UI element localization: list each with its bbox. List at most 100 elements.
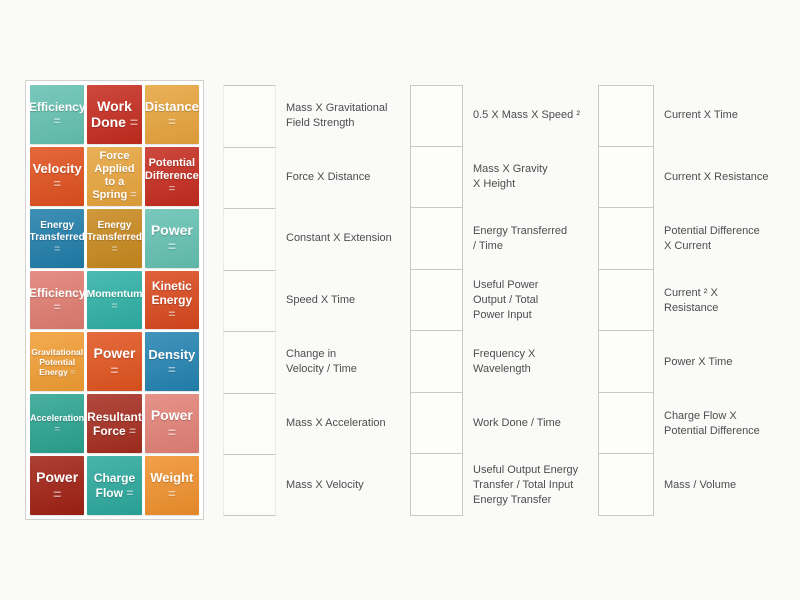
match-row: Mass X Acceleration [223,392,400,455]
definition-label: 0.5 X Mass X Speed ² [473,109,580,122]
tile-force-applied-to-a-spring[interactable]: Force Applied to a Spring = [87,146,142,206]
answers-column-2: 0.5 X Mass X Speed ² Mass X Gravity X Hei… [410,85,592,517]
definition-label: Useful Power Output / Total Power Input [473,279,539,321]
match-row: Work Done / Time [410,391,592,455]
tile-label: Force Applied to a Spring = [92,150,137,202]
tile-power[interactable]: Power = [30,456,85,515]
tile-energy-transferred[interactable]: Energy Transferred = [87,208,142,268]
match-row: Useful Output Energy Transfer / Total In… [410,453,592,517]
match-row: Mass X Gravitational Field Strength [223,85,400,147]
tile-acceleration[interactable]: Acceleration = [30,394,85,454]
tile-resultant-force[interactable]: Resultant Force = [87,394,142,454]
definition-label: Energy Transferred / Time [473,224,568,252]
tile-energy-transferred[interactable]: Energy Transferred = [30,208,85,268]
drop-slot[interactable] [598,145,654,209]
drop-slot[interactable] [598,207,654,270]
drop-slot[interactable] [410,453,463,517]
tile-kinetic-energy[interactable]: Kinetic Energy = [144,270,199,330]
tile-label: Density = [148,346,196,377]
match-row: Potential Difference X Current [598,207,792,270]
tile-work-done[interactable]: Work Done = [87,85,142,144]
definition-label: Potential Difference X Current [664,224,760,252]
drop-slot[interactable] [410,207,463,270]
drop-slot[interactable] [223,85,276,147]
drop-slot[interactable] [598,453,654,517]
tile-label: Resultant Force = [87,409,142,438]
definition-label: Charge Flow X Potential Difference [664,409,760,437]
tile-density[interactable]: Density = [144,332,199,392]
match-row: Mass / Volume [598,453,792,517]
answers-column-3: Current X Time Current X Resistance Potent… [598,85,792,517]
tile-power[interactable]: Power = [144,394,199,454]
drop-slot[interactable] [598,391,654,455]
tile-power[interactable]: Power = [144,208,199,268]
match-row: Energy Transferred / Time [410,207,592,270]
tile-gravitational-potential-energy[interactable]: Gravitational Potential Energy = [30,332,85,392]
match-row: Useful Power Output / Total Power Input [410,268,592,332]
tile-label: Efficiency = [30,100,85,129]
drop-slot[interactable] [223,146,276,209]
tile-label: Power = [150,407,193,440]
tile-board-card: Efficiency = Work Done = Distance = Velocity = F… [25,80,204,520]
tile-efficiency[interactable]: Efficiency = [30,85,85,144]
definition-label: Mass X Gravity X Height [473,163,548,191]
tile-velocity[interactable]: Velocity = [30,146,85,206]
tile-potential-difference[interactable]: Potential Difference = [144,146,199,206]
drop-slot[interactable] [598,330,654,393]
match-row: Mass X Velocity [223,454,400,517]
match-row: Charge Flow X Potential Difference [598,391,792,455]
tile-momentum[interactable]: Momentum = [87,270,142,330]
drop-slot[interactable] [223,392,276,455]
match-row: Current X Resistance [598,145,792,209]
definition-label: Speed X Time [286,294,356,307]
tile-weight[interactable]: Weight = [144,456,199,515]
tile-label: Power = [93,345,136,378]
tile-label: Velocity = [32,160,82,192]
drop-slot[interactable] [223,454,276,517]
drop-slot[interactable] [410,145,463,209]
drop-slot[interactable] [223,331,276,393]
tile-label: Kinetic Energy = [151,278,193,322]
drop-slot[interactable] [223,269,276,332]
match-row: 0.5 X Mass X Speed ² [410,85,592,147]
tile-label: Potential Difference = [144,156,199,195]
tile-label: Work Done = [90,97,139,131]
definition-label: Force X Distance [286,170,371,183]
answers-column-1: Mass X Gravitational Field Strength Force… [223,85,400,517]
match-row: Speed X Time [223,269,400,332]
definition-label: Current X Resistance [664,170,769,183]
tile-label: Charge Flow = [93,471,136,500]
definition-label: Mass X Velocity [286,478,364,491]
definition-label: Current ² X Resistance [664,286,719,314]
tile-board-grid: Efficiency = Work Done = Distance = Velocity = F… [30,85,199,515]
drop-slot[interactable] [223,208,276,270]
definition-label: Change in Velocity / Time [286,348,357,376]
tile-label: Distance = [144,99,199,130]
definition-label: Mass X Acceleration [286,417,386,430]
definition-label: Useful Output Energy Transfer / Total In… [473,463,579,506]
tile-distance[interactable]: Distance = [144,85,199,144]
drop-slot[interactable] [410,330,463,393]
tile-label: Energy Transferred = [30,220,85,256]
definition-label: Work Done / Time [473,417,561,430]
match-row: Current X Time [598,85,792,147]
definition-label: Power X Time [664,355,733,368]
drop-slot[interactable] [598,268,654,332]
tile-label: Power = [36,469,79,502]
tile-power[interactable]: Power = [87,332,142,392]
drop-slot[interactable] [410,85,463,147]
match-row: Mass X Gravity X Height [410,145,592,209]
drop-slot[interactable] [410,391,463,455]
tile-label: Energy Transferred = [87,220,142,256]
definition-label: Frequency X Wavelength [473,348,536,376]
drop-slot[interactable] [598,85,654,147]
match-row: Frequency X Wavelength [410,330,592,393]
tile-charge-flow[interactable]: Charge Flow = [87,456,142,515]
drop-slot[interactable] [410,268,463,332]
tile-label: Efficiency = [30,285,85,314]
tile-efficiency[interactable]: Efficiency = [30,270,85,330]
definition-label: Current X Time [664,109,738,122]
tile-label: Power = [150,221,193,255]
tile-label: Gravitational Potential Energy = [31,346,84,377]
